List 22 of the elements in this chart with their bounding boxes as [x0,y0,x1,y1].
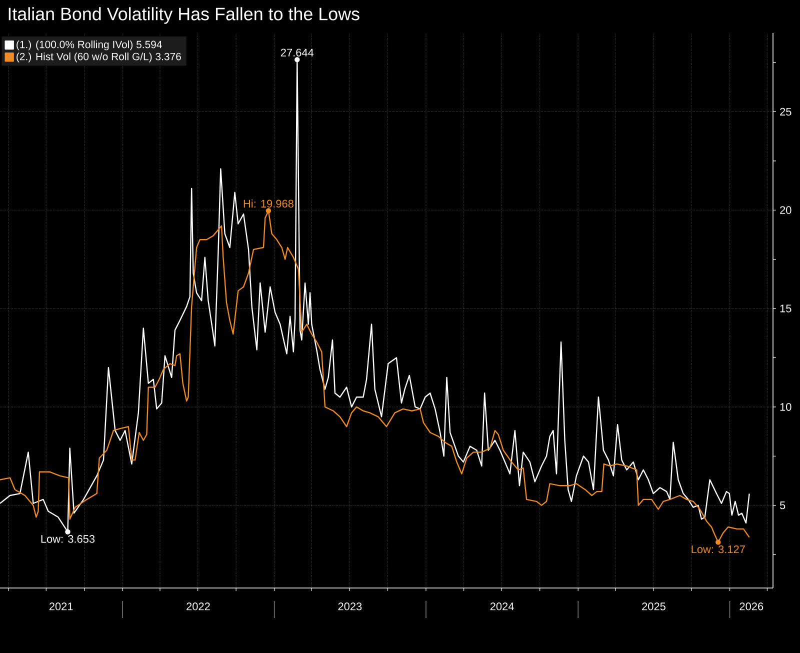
point [266,208,272,214]
y-tick-label: 20 [780,206,792,214]
legend-label: (2.) Hist Vol (60 w/o Roll G/L) 3.376 [16,52,181,62]
x-tick-label: 2025 [642,602,666,610]
annotation: 27.644 [280,48,314,56]
annotation: Low: 3.127 [692,545,745,554]
x-tick-label: 2024 [490,602,514,610]
point [294,57,300,62]
x-tick-label: 2021 [49,602,73,610]
annotation: Low: 3.653 [41,535,95,543]
y-tick-label: 5 [780,502,786,510]
x-tick-label: 2026 [740,602,764,610]
y-tick-label: 25 [780,108,792,116]
point [716,540,721,545]
annotation: Hi: 19.968 [244,200,294,208]
chart-title: Italian Bond Volatility Has Fallen to the Lows [8,7,360,24]
y-tick-label: 15 [780,304,792,312]
x-tick-label: 2022 [186,602,210,610]
x-tick-label: 2023 [338,602,362,610]
point [65,529,70,534]
legend-label: (1.) (100.0% Rolling IVol) 5.594 [16,40,162,50]
y-tick-label: 10 [780,403,792,411]
